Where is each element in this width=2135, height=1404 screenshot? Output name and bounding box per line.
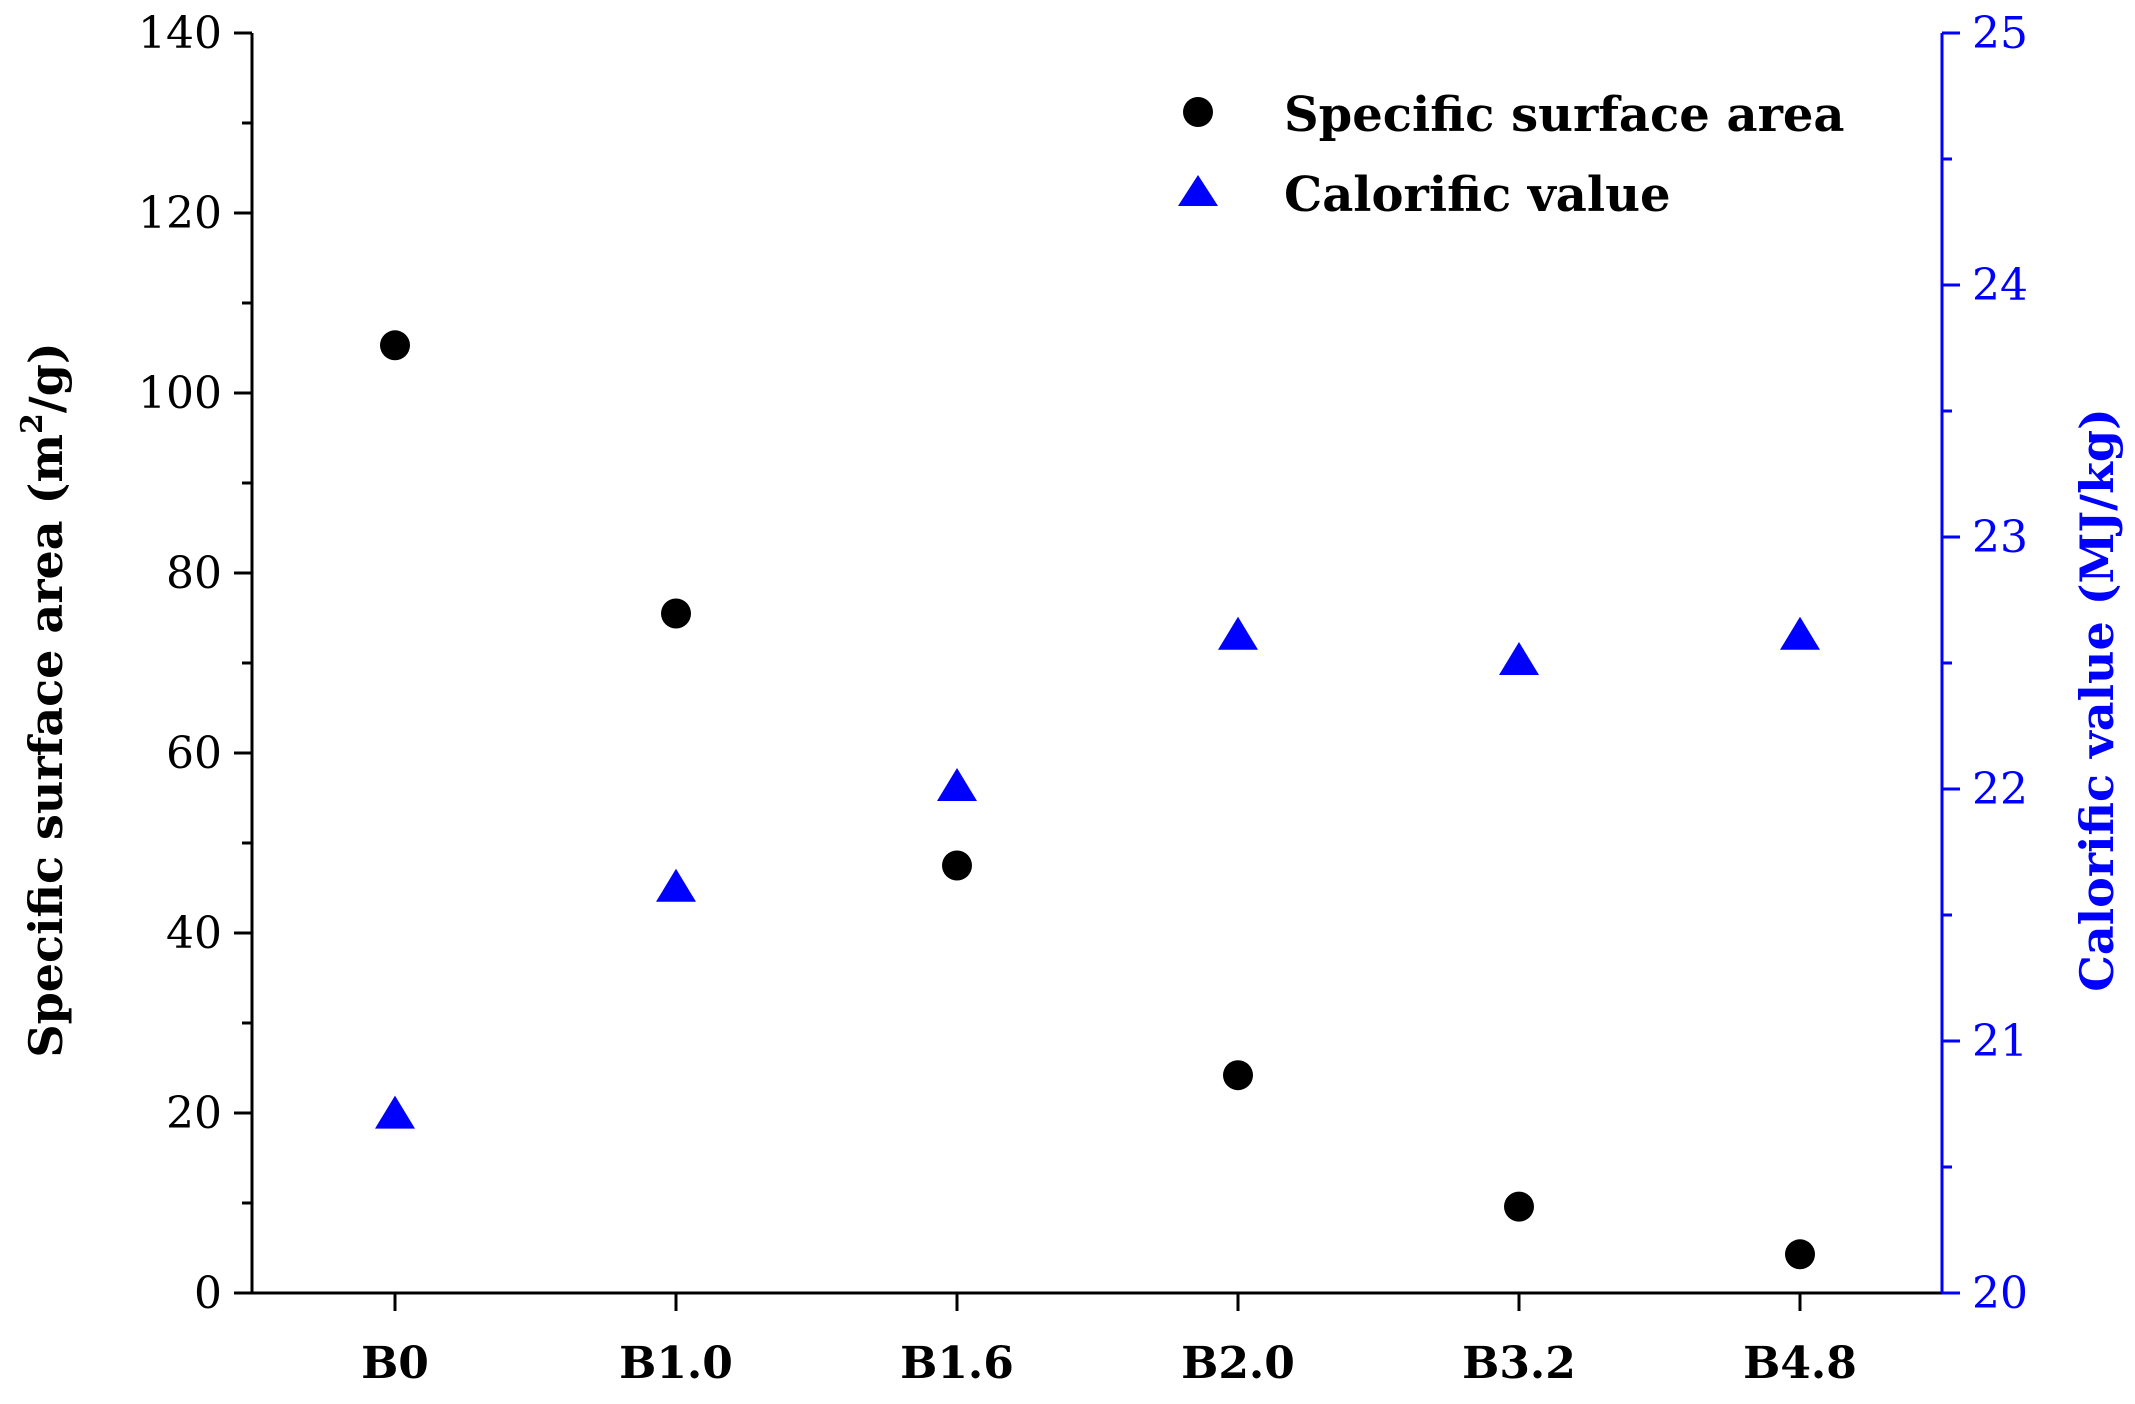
legend-circle-marker: [1183, 97, 1213, 127]
calorific-value-point: [1780, 616, 1820, 650]
calorific-value-point: [1218, 616, 1258, 650]
right-tick-label: 25: [1972, 8, 2028, 59]
right-tick-label: 20: [1972, 1268, 2028, 1319]
x-category-label: B3.2: [1462, 1338, 1576, 1389]
left-tick-label: 140: [138, 8, 222, 59]
right-axis: 20 21 22 23 24 25: [1942, 8, 2028, 1319]
specific-surface-area-point: [661, 598, 691, 629]
legend: Specific surface area Calorific value: [1178, 87, 1845, 223]
calorific-value-point: [656, 868, 696, 902]
right-tick-label: 23: [1972, 512, 2028, 563]
left-tick-label: 100: [138, 368, 222, 419]
x-category-label: B2.0: [1181, 1338, 1295, 1389]
x-category-label: B1.0: [619, 1338, 733, 1389]
left-axis: 0 20 40 60 80 100 120 140: [138, 8, 252, 1319]
x-category-label: B4.8: [1743, 1338, 1857, 1389]
left-tick-label: 60: [166, 728, 222, 779]
calorific-value-point: [937, 768, 977, 801]
legend-triangle-marker: [1178, 175, 1218, 206]
plot-frame: [250, 33, 1944, 1295]
x-axis: B0 B1.0 B1.6 B2.0 B3.2 B4.8: [361, 1293, 1857, 1389]
left-axis-title: Specific surface area (m2/g): [15, 342, 73, 1057]
x-category-label: B0: [361, 1338, 429, 1389]
specific-surface-area-point: [1223, 1060, 1253, 1091]
right-tick-label: 21: [1972, 1016, 2028, 1067]
x-category-label: B1.6: [900, 1338, 1014, 1389]
calorific-value-point: [375, 1095, 415, 1129]
right-axis-title: Calorific value (MJ/kg): [2070, 408, 2124, 992]
right-tick-label: 24: [1972, 260, 2028, 311]
left-tick-label: 40: [166, 908, 222, 959]
left-tick-label: 80: [166, 548, 222, 599]
left-tick-label: 0: [194, 1268, 222, 1319]
right-tick-label: 22: [1972, 764, 2028, 815]
series-layer: [375, 330, 1820, 1270]
left-tick-label: 120: [138, 188, 222, 239]
specific-surface-area-point: [1504, 1191, 1534, 1222]
legend-label-calorific-value: Calorific value: [1284, 167, 1671, 223]
left-tick-label: 20: [166, 1088, 222, 1139]
legend-label-specific-surface-area: Specific surface area: [1284, 87, 1845, 143]
specific-surface-area-point: [942, 850, 972, 881]
specific-surface-area-point: [1785, 1239, 1815, 1270]
calorific-value-point: [1499, 642, 1539, 675]
specific-surface-area-point: [380, 330, 410, 361]
